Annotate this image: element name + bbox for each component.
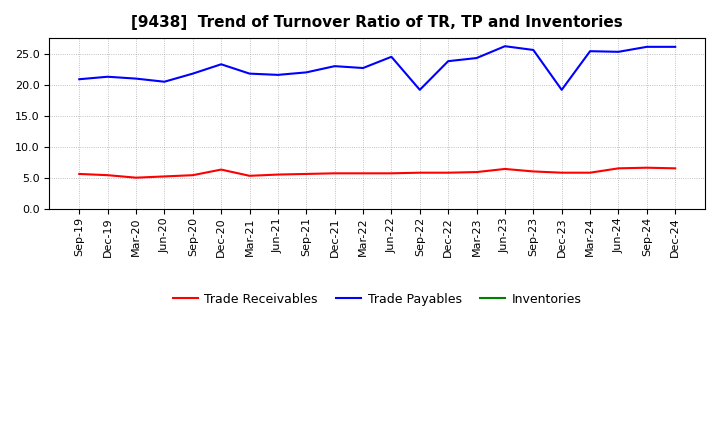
Trade Receivables xyxy=(302,171,310,176)
Trade Payables xyxy=(529,48,538,53)
Trade Payables xyxy=(217,62,225,67)
Trade Receivables xyxy=(274,172,282,177)
Trade Payables xyxy=(189,71,197,76)
Trade Receivables xyxy=(330,171,339,176)
Trade Receivables xyxy=(359,171,367,176)
Trade Receivables xyxy=(642,165,651,170)
Trade Payables xyxy=(104,74,112,79)
Trade Payables xyxy=(387,54,396,59)
Line: Trade Payables: Trade Payables xyxy=(79,46,675,90)
Trade Receivables xyxy=(472,169,481,175)
Trade Receivables xyxy=(189,172,197,178)
Trade Receivables xyxy=(104,172,112,178)
Trade Payables xyxy=(75,77,84,82)
Title: [9438]  Trend of Turnover Ratio of TR, TP and Inventories: [9438] Trend of Turnover Ratio of TR, TP… xyxy=(131,15,623,30)
Trade Receivables xyxy=(671,166,680,171)
Trade Payables xyxy=(472,55,481,61)
Trade Payables xyxy=(557,87,566,92)
Trade Payables xyxy=(246,71,254,76)
Trade Receivables xyxy=(586,170,595,175)
Trade Receivables xyxy=(217,167,225,172)
Trade Receivables xyxy=(500,166,509,172)
Trade Receivables xyxy=(444,170,452,175)
Legend: Trade Receivables, Trade Payables, Inventories: Trade Receivables, Trade Payables, Inven… xyxy=(168,288,587,311)
Trade Receivables xyxy=(614,166,623,171)
Trade Payables xyxy=(500,44,509,49)
Trade Receivables xyxy=(75,171,84,176)
Trade Receivables xyxy=(415,170,424,175)
Trade Receivables xyxy=(529,169,538,174)
Line: Trade Receivables: Trade Receivables xyxy=(79,168,675,178)
Trade Payables xyxy=(302,70,310,75)
Trade Payables xyxy=(330,63,339,69)
Trade Payables xyxy=(160,79,168,84)
Trade Payables xyxy=(586,48,595,54)
Trade Receivables xyxy=(387,171,396,176)
Trade Payables xyxy=(642,44,651,49)
Trade Payables xyxy=(415,87,424,92)
Trade Payables xyxy=(132,76,140,81)
Trade Payables xyxy=(274,72,282,77)
Trade Receivables xyxy=(132,175,140,180)
Trade Payables xyxy=(671,44,680,49)
Trade Receivables xyxy=(557,170,566,175)
Trade Payables xyxy=(614,49,623,55)
Trade Payables xyxy=(444,59,452,64)
Trade Receivables xyxy=(160,174,168,179)
Trade Payables xyxy=(359,66,367,71)
Trade Receivables xyxy=(246,173,254,179)
